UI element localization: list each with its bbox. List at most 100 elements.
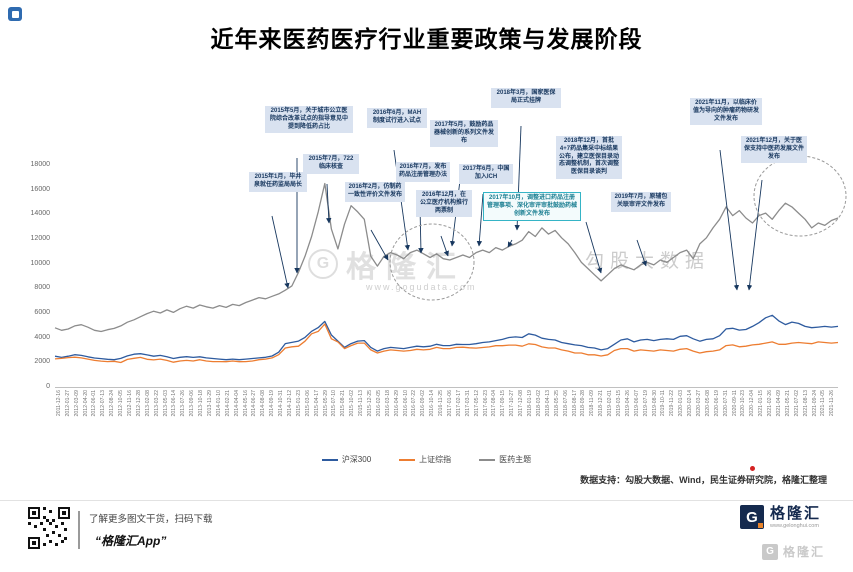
legend-swatch-hs300 <box>321 458 338 461</box>
x-tick-label: 2015-03-06 <box>304 390 311 417</box>
x-tick-label: 2012-04-20 <box>82 390 89 417</box>
x-tick-label: 2018-05-25 <box>553 390 560 417</box>
x-tick-label: 2017-12-08 <box>518 390 525 417</box>
x-tick-label: 2016-07-22 <box>411 390 418 417</box>
x-tick-label: 2016-02-05 <box>375 390 382 417</box>
y-tick-label: 12000 <box>30 235 50 242</box>
brand-gray-icon: G <box>762 543 778 560</box>
x-tick-label: 2019-02-01 <box>607 390 614 417</box>
x-tick-label: 2012-03-09 <box>73 390 80 417</box>
x-tick-label: 2019-04-26 <box>624 390 631 417</box>
x-tick-label: 2018-12-21 <box>598 390 605 417</box>
x-tick-label: 2011-12-16 <box>55 390 62 417</box>
x-tick-label: 2012-08-24 <box>109 390 116 417</box>
qr-caption-line1: 了解更多图文干货，扫码下载 <box>89 514 213 525</box>
page-title: 近年来医药医疗行业重要政策与发展阶段 <box>210 26 643 52</box>
brand-name: 格隆汇 <box>770 505 822 522</box>
y-tick-label: 4000 <box>34 333 50 341</box>
x-tick-label: 2018-08-17 <box>571 390 578 417</box>
x-tick-label: 2014-05-16 <box>242 390 249 417</box>
x-tick-label: 2013-11-29 <box>206 390 213 417</box>
legend-item-hs300: 沪深300 <box>321 454 371 465</box>
legend-swatch-pharma <box>479 458 496 461</box>
x-tick-label: 2015-05-29 <box>322 390 329 417</box>
x-tick-label: 2013-10-18 <box>198 390 205 417</box>
x-tick-label: 2015-08-21 <box>340 390 347 417</box>
x-tick-label: 2013-09-06 <box>189 390 196 417</box>
x-tick-label: 2015-10-02 <box>349 390 356 417</box>
x-tick-label: 2019-07-19 <box>642 390 649 417</box>
y-tick-label: 0 <box>46 383 50 390</box>
x-tick-label: 2020-02-14 <box>687 390 694 417</box>
y-axis: 0 2000 4000 6000 8000 10000 12000 14000 16000 180… <box>16 70 52 410</box>
x-tick-label: 2021-11-26 <box>829 390 836 417</box>
x-tick-label: 2017-01-06 <box>447 390 454 417</box>
x-tick-label: 2014-12-12 <box>287 390 293 417</box>
x-tick-label: 2021-04-09 <box>775 390 782 417</box>
x-tick-label: 2020-10-23 <box>740 390 747 417</box>
qr-caption: 了解更多图文干货，扫码下载 “格隆汇App” <box>78 511 213 549</box>
policy-annotation: 2016年2月，仿制药一致性评价文件发布 <box>345 182 405 202</box>
x-tick-label: 2018-09-28 <box>580 390 587 417</box>
x-tick-label: 2019-06-07 <box>633 390 640 417</box>
corner-app-icon <box>8 7 22 21</box>
x-tick-label: 2013-03-22 <box>153 390 160 417</box>
policy-annotation: 2017年5月，鼓励药品器械创新的系列文件发布 <box>430 120 498 148</box>
legend-swatch-sse <box>399 458 416 461</box>
x-tick-label: 2017-02-17 <box>455 390 462 417</box>
legend-item-sse: 上证综指 <box>399 454 451 465</box>
y-tick-label: 8000 <box>34 284 50 292</box>
x-tick-label: 2014-09-19 <box>269 390 276 417</box>
x-tick-label: 2021-08-13 <box>802 390 809 417</box>
x-tick-label: 2014-04-04 <box>233 390 240 417</box>
brand-url: www.gelonghui.com <box>770 523 819 529</box>
x-tick-label: 2018-01-19 <box>527 390 534 417</box>
x-tick-label: 2017-05-12 <box>473 390 480 417</box>
x-tick-label: 2018-04-13 <box>544 390 551 417</box>
brand-logo-gray: G 格隆汇 <box>762 543 825 560</box>
x-axis: 2011-12-16 2012-01-27 2012-03-09 2012-04-20… <box>55 390 838 452</box>
x-tick-label: 2014-01-10 <box>215 390 222 417</box>
policy-annotation: 2017年6月，中国加入ICH <box>459 164 513 184</box>
x-tick-label: 2013-02-08 <box>144 390 151 417</box>
x-tick-label: 2016-06-10 <box>402 390 409 417</box>
policy-annotation: 2021年11月，以临床价值为导向的肿瘤药物研发文件发布 <box>690 98 762 126</box>
qr-code-icon <box>28 507 70 549</box>
policy-annotation: 2015年5月，关于城市公立医院综合改革试点的指导意见中提到降低药占比 <box>265 106 353 134</box>
x-tick-label: 2015-01-23 <box>295 390 302 417</box>
x-tick-label: 2020-12-04 <box>749 390 756 417</box>
x-tick-label: 2015-12-25 <box>367 390 374 417</box>
x-tick-label: 2018-03-02 <box>535 390 542 417</box>
brand-logo-icon: G <box>740 505 764 529</box>
policy-annotation: 2015年7月，722临床核查 <box>303 154 359 174</box>
policy-annotation: 2018年12月，首批4+7药品集采中标结果公布，建立医保目录动态调整机制，首次… <box>556 136 622 179</box>
y-tick-label: 14000 <box>30 210 50 218</box>
data-source-note: 数据支持：勾股大数据、Wind，民生证券研究院，格隆汇整理 <box>580 475 827 485</box>
bottom-bar: 了解更多图文干货，扫码下载 “格隆汇App” G 格隆汇 www.gelongh… <box>0 500 853 572</box>
x-tick-label: 2017-08-04 <box>491 390 498 417</box>
watermark-g-icon: G <box>308 249 338 279</box>
x-tick-label: 2015-07-10 <box>331 390 338 417</box>
x-tick-label: 2012-12-28 <box>135 390 142 417</box>
legend-label-sse: 上证综指 <box>419 455 452 464</box>
x-tick-label: 2015-04-17 <box>313 390 320 417</box>
x-tick-label: 2019-10-11 <box>660 390 667 417</box>
legend-item-pharma: 医药主题 <box>479 454 531 465</box>
policy-annotation: 2016年6月，MAH制度试行进入试点 <box>367 108 427 128</box>
x-tick-label: 2016-03-18 <box>384 390 391 417</box>
x-tick-label: 2017-10-27 <box>509 390 516 417</box>
x-tick-label: 2012-07-13 <box>100 390 107 417</box>
x-tick-label: 2016-04-29 <box>393 390 400 417</box>
x-tick-label: 2016-09-02 <box>420 390 427 417</box>
x-tick-label: 2018-07-06 <box>562 390 569 417</box>
x-tick-label: 2019-08-30 <box>651 390 658 417</box>
x-tick-label: 2021-01-15 <box>758 390 765 417</box>
policy-annotation-highlighted: 2017年10月，调整进口药品注册管理事项、深化审评审批鼓励药械创新文件发布 <box>483 192 581 222</box>
x-tick-label: 2017-03-31 <box>464 390 471 417</box>
legend-label-pharma: 医药主题 <box>499 455 532 464</box>
x-tick-label: 2013-06-14 <box>171 390 178 417</box>
y-tick-label: 18000 <box>30 161 50 168</box>
policy-annotation: 2015年1月，毕井泉就任药监局局长 <box>249 172 307 192</box>
x-tick-label: 2016-10-14 <box>429 390 436 417</box>
x-tick-label: 2017-06-23 <box>482 390 489 417</box>
